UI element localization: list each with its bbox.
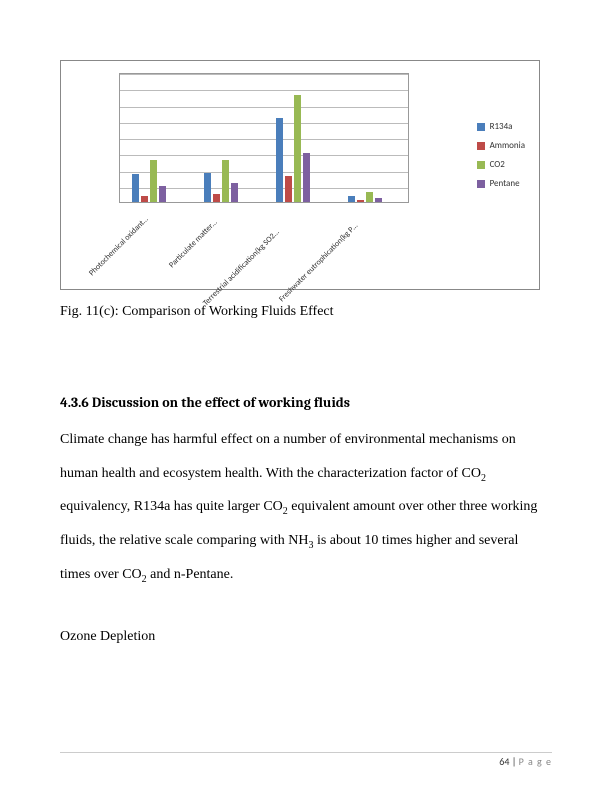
gridline	[120, 123, 408, 124]
plot-area	[119, 73, 409, 203]
legend-label: Ammonia	[490, 140, 525, 151]
section-heading: 4.3.6 Discussion on the effect of workin…	[60, 394, 552, 411]
subsection-heading: Ozone Depletion	[60, 620, 552, 654]
legend-label: Pentane	[490, 178, 520, 189]
bar	[141, 196, 148, 202]
bar	[132, 174, 139, 202]
legend-item: Ammonia	[477, 140, 525, 151]
legend-swatch	[477, 142, 485, 150]
bar	[294, 95, 301, 202]
page-number: 64	[499, 755, 509, 768]
bar	[231, 183, 238, 203]
bar	[375, 198, 382, 202]
bar	[357, 200, 364, 202]
legend-swatch	[477, 123, 485, 131]
legend-swatch	[477, 161, 485, 169]
gridline	[120, 90, 408, 91]
gridline	[120, 139, 408, 140]
chart-container: 0.00E+005.00E-061.00E-051.50E-052.00E-05…	[60, 60, 540, 290]
bar	[222, 160, 229, 202]
bar	[366, 192, 373, 202]
legend-item: CO2	[477, 159, 525, 170]
bar	[150, 160, 157, 202]
legend-swatch	[477, 180, 485, 188]
legend: R134a Ammonia CO2 Pentane	[477, 121, 525, 197]
bar	[348, 196, 355, 203]
legend-label: R134a	[490, 121, 513, 132]
legend-item: Pentane	[477, 178, 525, 189]
bar	[213, 194, 220, 202]
x-category-label: Freshwater eutrophication(kg P…	[277, 221, 360, 304]
x-category-label: Terrestrial acidification(kg SO2…	[201, 227, 282, 308]
figure-caption: Fig. 11(c): Comparison of Working Fluids…	[60, 304, 552, 320]
gridline	[120, 74, 408, 75]
gridline	[120, 155, 408, 156]
bar	[303, 153, 310, 202]
bar	[285, 176, 292, 202]
gridline	[120, 107, 408, 108]
bar	[159, 186, 166, 202]
page-footer: 64 | P a g e	[60, 752, 552, 768]
x-category-label: Photochemical oxidant…	[87, 215, 150, 278]
bar	[276, 118, 283, 203]
body-paragraph: Climate change has harmful effect on a n…	[60, 423, 552, 592]
x-category-label: Particulate matter…	[167, 217, 219, 269]
legend-item: R134a	[477, 121, 525, 132]
legend-label: CO2	[490, 159, 505, 170]
page-label: P a g e	[519, 755, 552, 768]
gridline	[120, 172, 408, 173]
bar	[204, 173, 211, 202]
